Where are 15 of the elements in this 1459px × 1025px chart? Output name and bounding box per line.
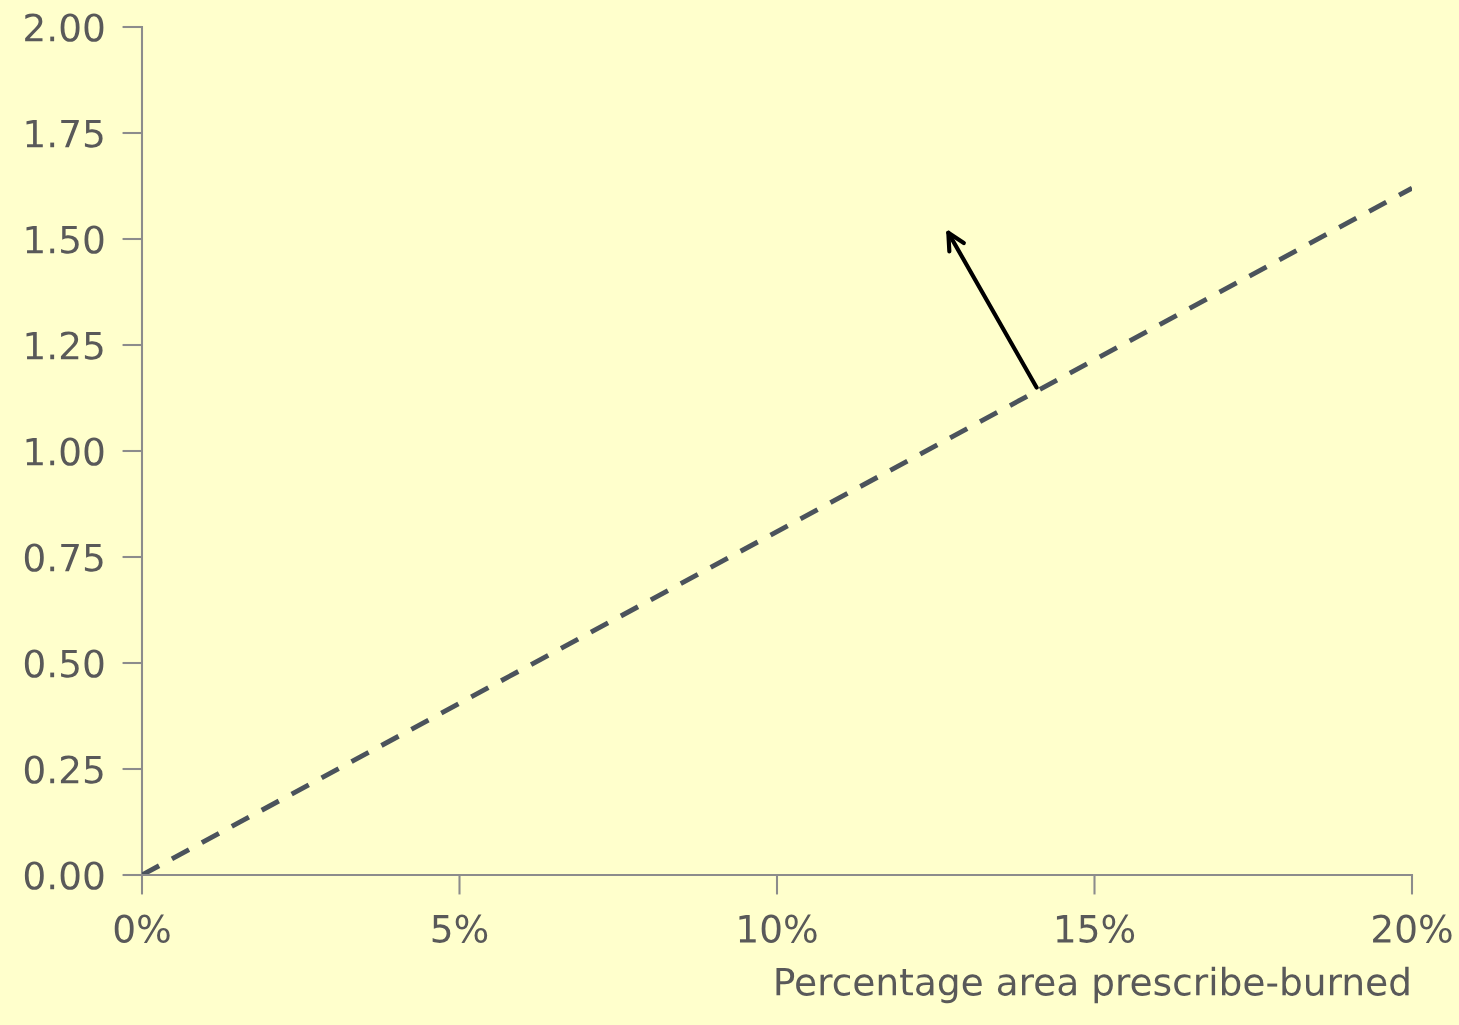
x-axis-title: Percentage area prescribe-burned xyxy=(776,966,1409,1004)
x-tick-label: 0% xyxy=(114,914,170,943)
y-tick-label: 0.50 xyxy=(24,649,104,678)
y-tick-label: 0.75 xyxy=(24,543,103,572)
x-tick-label: 15% xyxy=(1056,914,1135,943)
y-tick-label: 2.00 xyxy=(25,13,104,42)
y-tick-label: 0.00 xyxy=(24,861,104,890)
y-tick-label: 1.75 xyxy=(26,119,103,148)
x-tick-label: 10% xyxy=(739,914,817,943)
y-tick-label: 0.25 xyxy=(24,755,103,784)
y-tick-label: 1.00 xyxy=(26,437,104,466)
y-tick-label: 1.50 xyxy=(26,225,104,254)
x-tick-label: 5% xyxy=(432,914,488,943)
y-tick-label: 1.25 xyxy=(26,331,103,360)
x-tick-label: 20% xyxy=(1373,914,1452,943)
